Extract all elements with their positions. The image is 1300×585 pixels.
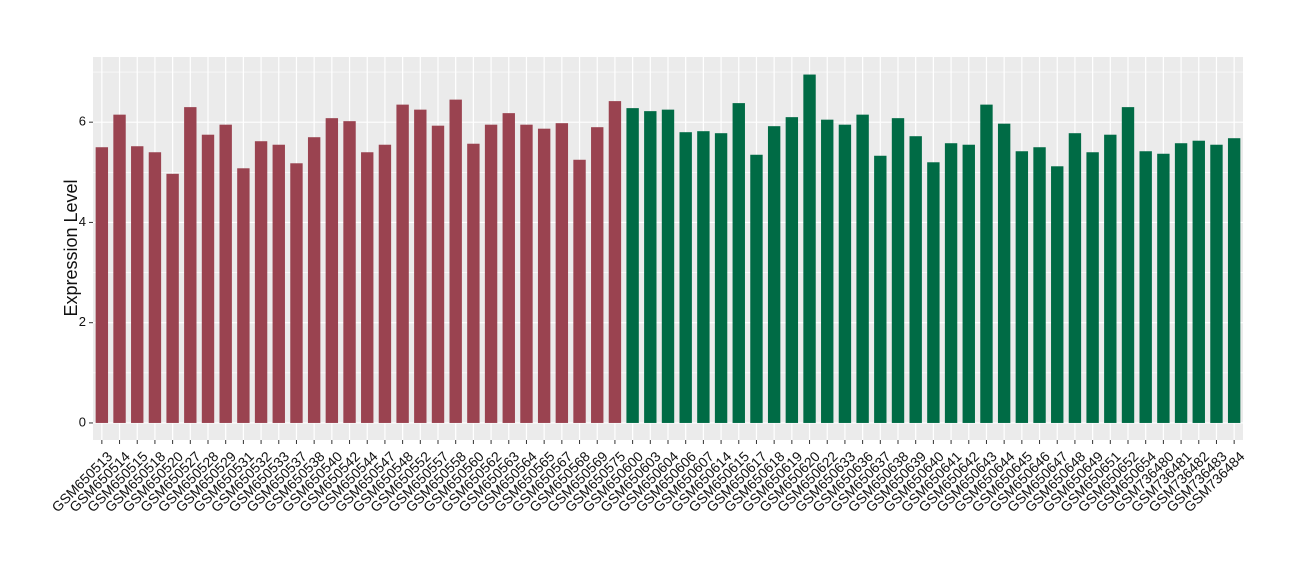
bar xyxy=(1157,153,1170,423)
bar xyxy=(520,124,533,423)
bar xyxy=(1210,144,1223,423)
bar xyxy=(1068,133,1082,423)
bar xyxy=(537,128,551,423)
y-axis-label: Expression Level xyxy=(61,179,81,316)
bar xyxy=(1104,134,1117,423)
bar xyxy=(679,132,692,423)
y-tick-label: 6 xyxy=(79,114,86,129)
bar xyxy=(414,109,427,423)
y-tick-label: 4 xyxy=(79,214,86,229)
bar xyxy=(272,144,285,423)
bar xyxy=(467,143,480,423)
bar xyxy=(254,141,268,423)
bar xyxy=(891,118,905,423)
bar xyxy=(343,121,356,423)
bar xyxy=(626,108,639,423)
bar xyxy=(131,146,144,423)
bar xyxy=(874,155,887,423)
bar xyxy=(1192,140,1205,423)
bar xyxy=(644,111,657,423)
bar xyxy=(396,104,409,423)
bar xyxy=(1227,138,1241,423)
bar xyxy=(1015,151,1029,423)
bar xyxy=(591,127,604,423)
bar xyxy=(821,119,834,423)
bar xyxy=(697,131,710,423)
bar xyxy=(838,124,852,423)
bar xyxy=(573,159,586,423)
bar xyxy=(1086,152,1099,423)
bar xyxy=(1174,143,1188,423)
bar xyxy=(927,162,940,423)
bar xyxy=(290,163,303,423)
bar xyxy=(201,134,215,423)
bar xyxy=(980,104,993,423)
y-tick-label: 2 xyxy=(79,314,86,329)
bar xyxy=(962,144,975,423)
bar xyxy=(997,123,1011,423)
bar xyxy=(484,124,498,423)
bar xyxy=(166,173,179,423)
bar xyxy=(909,136,922,423)
bar xyxy=(714,133,728,423)
bar xyxy=(767,126,781,423)
bar xyxy=(361,152,374,423)
bar xyxy=(113,114,126,423)
bar xyxy=(803,74,816,423)
bar xyxy=(732,103,745,423)
bar xyxy=(237,168,250,423)
bar xyxy=(661,109,675,423)
bar xyxy=(1139,151,1152,423)
bar xyxy=(184,107,197,423)
bar xyxy=(1121,107,1135,423)
bar xyxy=(325,118,339,423)
bar xyxy=(944,143,958,423)
bar xyxy=(608,101,622,423)
bar xyxy=(856,114,869,423)
bar xyxy=(148,152,162,423)
bar xyxy=(378,144,392,423)
bar xyxy=(1051,166,1064,423)
bar xyxy=(1033,147,1046,423)
bar xyxy=(219,124,232,423)
bar xyxy=(449,99,462,423)
y-tick-label: 0 xyxy=(79,414,86,429)
bar xyxy=(502,113,515,423)
bar xyxy=(785,117,799,423)
bar xyxy=(307,137,321,423)
bar xyxy=(555,123,569,423)
bar xyxy=(431,125,445,423)
bar xyxy=(95,147,109,423)
bar xyxy=(750,154,763,423)
